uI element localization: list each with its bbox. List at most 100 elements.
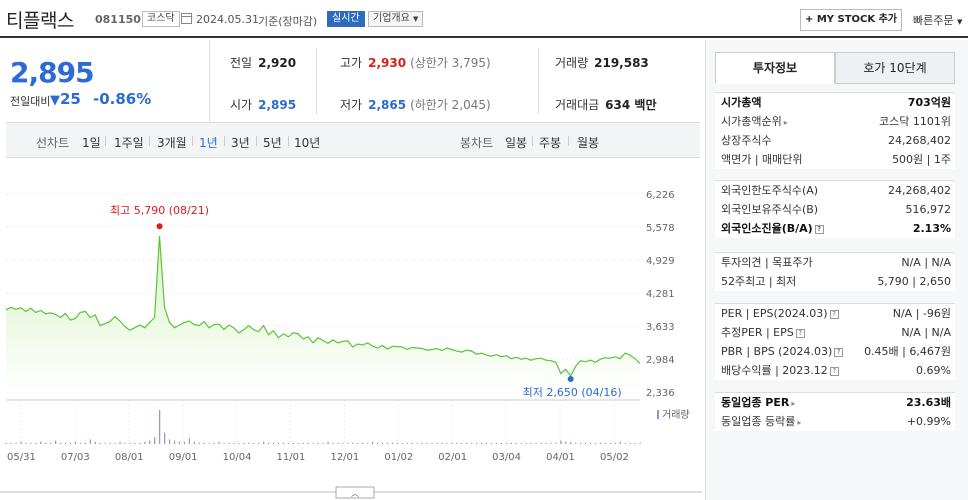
- volume-bar: [446, 442, 448, 444]
- list-item: 외국인소진율(B/A)? 2.13%: [715, 219, 955, 238]
- sector-per-value: 23.63배: [906, 396, 951, 409]
- volume-bar: [367, 442, 369, 444]
- company-overview-dropdown[interactable]: 기업개요 ▼: [368, 11, 424, 27]
- period-1w[interactable]: 1주일: [114, 136, 144, 150]
- 52week-label: 52주최고 | 최저: [721, 275, 797, 288]
- listed-shares-label: 상장주식수: [721, 134, 772, 147]
- volume-bar: [461, 442, 463, 444]
- opinion-label: 투자의견 | 목표주가: [721, 256, 813, 269]
- x-tick-label: 05/31: [7, 452, 36, 463]
- volume-bar: [25, 442, 27, 444]
- change-label: 전일대비: [10, 95, 51, 108]
- pbr-bps-value: 0.45배 | 6,467원: [864, 345, 951, 358]
- sector-change-label: 동일업종 등락률: [721, 415, 796, 428]
- volume-bar: [515, 442, 517, 444]
- help-icon[interactable]: ?: [814, 224, 824, 234]
- volume-bar: [317, 442, 319, 444]
- volume-bar: [540, 442, 542, 444]
- open-label: 시가: [230, 98, 253, 112]
- x-tick-label: 05/02: [600, 452, 629, 463]
- period-3m[interactable]: 3개월: [157, 136, 187, 150]
- candle-monthly[interactable]: 월봉: [577, 136, 600, 150]
- caret-right-icon[interactable]: ▸: [791, 399, 796, 408]
- period-1y[interactable]: 1년: [199, 136, 218, 150]
- chevron-down-icon: ▼: [956, 18, 963, 26]
- volume-bar: [555, 442, 557, 444]
- dividend-value: 0.69%: [916, 364, 951, 377]
- volume-bar: [79, 442, 81, 444]
- amount-label: 거래대금: [555, 98, 600, 112]
- list-item: 시가총액 703억원: [715, 93, 955, 112]
- tab-investment-info[interactable]: 투자정보: [715, 52, 835, 84]
- open-price: 시가 2,895: [230, 96, 296, 113]
- help-icon[interactable]: ?: [829, 366, 839, 376]
- help-icon[interactable]: ?: [829, 309, 839, 319]
- volume-bar: [485, 442, 488, 444]
- basis-text: 기준(장마감): [258, 15, 318, 28]
- period-5y[interactable]: 5년: [263, 136, 282, 150]
- candle-daily[interactable]: 일봉: [505, 136, 528, 150]
- volume-bar: [580, 442, 582, 444]
- period-1d[interactable]: 1일: [82, 136, 101, 150]
- volume-bar: [30, 442, 32, 444]
- caret-right-icon[interactable]: ▸: [797, 418, 802, 427]
- quick-order-link[interactable]: 빠른주문 ▼: [913, 12, 962, 28]
- list-item: 동일업종 등락률 ▸ +0.99%: [715, 412, 955, 431]
- volume-bar: [490, 442, 493, 444]
- price-chart: 6,226 5,578 4,929 4,281 3,633 2,984 2,336 05/3…: [0, 190, 702, 499]
- est-per-label: 추정PER | EPS: [721, 326, 794, 339]
- volume-bar: [282, 442, 285, 444]
- volume-bar: [332, 442, 334, 444]
- volume-bar: [436, 442, 438, 444]
- volume-bar: [411, 442, 413, 444]
- live-badge[interactable]: 실시간: [327, 11, 365, 27]
- x-tick-label: 01/02: [384, 452, 413, 463]
- market-cap-rank-value: 코스닥 1101위: [879, 115, 951, 128]
- volume-bar: [376, 442, 379, 444]
- x-tick-label: 08/01: [115, 452, 144, 463]
- candle-weekly[interactable]: 주봉: [539, 136, 562, 150]
- help-icon[interactable]: ?: [834, 347, 844, 357]
- volume-bar: [530, 442, 532, 444]
- volume-bar: [253, 442, 255, 444]
- volume-bar: [619, 441, 621, 444]
- my-stock-add-button[interactable]: + MY STOCK 추가: [800, 9, 902, 31]
- volume-bar: [149, 440, 151, 444]
- volume-bar: [218, 441, 220, 444]
- y-tick-label: 6,226: [646, 190, 675, 201]
- chevron-down-icon: ▼: [413, 15, 419, 23]
- volume-bar: [164, 432, 166, 444]
- period-3y[interactable]: 3년: [231, 136, 250, 150]
- calendar-icon: [181, 12, 192, 27]
- low-value: 2,865: [368, 98, 407, 112]
- volume-bar: [20, 441, 22, 444]
- price-stats: 전일 2,920 고가 2,930 (상한가 3,795) 거래량 219,583 시가…: [210, 40, 702, 122]
- chevron-up-icon[interactable]: ︿: [351, 489, 359, 498]
- list-item: 외국인보유주식수(B) 516,972: [715, 200, 955, 219]
- caret-right-icon[interactable]: ▸: [783, 118, 788, 127]
- help-icon[interactable]: ?: [795, 328, 805, 338]
- per-eps-label: PER | EPS(2024.03): [721, 307, 828, 320]
- volume-bar: [575, 442, 577, 444]
- volume-bar: [535, 442, 537, 444]
- y-tick-label: 3,633: [646, 322, 675, 333]
- volume-legend-icon: [657, 410, 659, 419]
- volume-bar: [292, 442, 294, 444]
- foreign-ownership-group: 외국인한도주식수(A) 24,268,402 외국인보유주식수(B) 516,972…: [715, 180, 955, 238]
- period-10y[interactable]: 10년: [294, 136, 321, 150]
- tab-orderbook[interactable]: 호가 10단계: [835, 52, 955, 84]
- volume-bar: [505, 442, 507, 444]
- volume-bar: [510, 442, 512, 444]
- volume-bar: [456, 442, 458, 444]
- volume-bar: [550, 442, 552, 444]
- volume-bar: [178, 441, 181, 444]
- collapse-chart-button[interactable]: [335, 486, 375, 499]
- market-cap-label: 시가총액: [721, 96, 762, 109]
- volume-bar: [238, 442, 240, 444]
- volume-bar: [634, 442, 636, 444]
- volume-bar: [604, 442, 607, 444]
- volume-bar: [243, 442, 245, 444]
- volume-bar: [386, 442, 389, 444]
- volume-bar: [466, 442, 468, 444]
- list-item: PBR | BPS (2024.03)? 0.45배 | 6,467원: [715, 342, 955, 361]
